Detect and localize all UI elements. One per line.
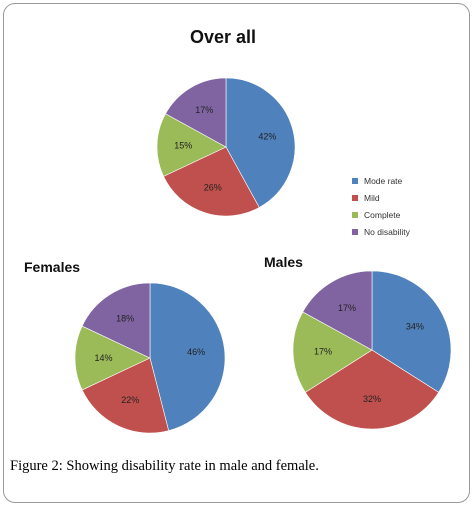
data-label-males-mild: 32% bbox=[363, 394, 381, 404]
pie-slice-males-complete bbox=[292, 311, 373, 393]
legend-label-mild: Mild bbox=[364, 192, 380, 203]
pie-slice-over-all-mild bbox=[163, 146, 260, 217]
data-label-over-all-no-disability: 17% bbox=[195, 105, 213, 115]
pie-slice-females-moderate bbox=[149, 282, 226, 432]
data-label-females-complete: 14% bbox=[94, 353, 112, 363]
data-label-females-no-disability: 18% bbox=[116, 314, 134, 324]
legend-item-complete: Complete bbox=[352, 206, 410, 223]
figure-caption: Figure 2: Showing disability rate in mal… bbox=[10, 458, 319, 475]
chart-title-females: Females bbox=[24, 259, 81, 275]
data-label-over-all-complete: 15% bbox=[174, 141, 192, 151]
legend-label-complete: Complete bbox=[364, 209, 401, 220]
legend-swatch-no-disability bbox=[352, 228, 358, 235]
pie-slice-females-complete bbox=[74, 325, 151, 391]
figure-caption-label: Figure 2 bbox=[10, 458, 59, 474]
figure-caption-text: : Showing disability rate in male and fe… bbox=[58, 458, 319, 474]
legend-swatch-complete bbox=[352, 211, 358, 218]
chart-title-overall: Over all bbox=[190, 27, 257, 47]
pie-chart-males: 34% 32% 17% 17% bbox=[292, 270, 452, 430]
pie-slice-over-all-complete bbox=[156, 113, 227, 177]
pie-slice-females-no-disability bbox=[81, 282, 151, 359]
pie-slice-females-mild bbox=[81, 357, 170, 434]
legend-swatch-mild bbox=[352, 194, 358, 201]
pie-slice-males-mild bbox=[304, 349, 440, 430]
legend-swatch-moderate bbox=[352, 177, 358, 184]
pie-slice-males-no-disability bbox=[302, 270, 373, 351]
legend-item-moderate: Mode rate bbox=[352, 172, 410, 189]
pie-chart-females: 46% 22% 14% 18% bbox=[74, 282, 226, 434]
data-label-over-all-moderate: 42% bbox=[258, 131, 276, 141]
data-label-females-moderate: 46% bbox=[187, 347, 205, 357]
pie-slice-males-moderate bbox=[371, 270, 452, 393]
chart-title-males: Males bbox=[264, 254, 303, 270]
legend-label-no-disability: No disability bbox=[364, 226, 410, 237]
data-label-over-all-mild: 26% bbox=[204, 183, 222, 193]
pie-slice-over-all-moderate bbox=[225, 77, 296, 208]
legend-item-mild: Mild bbox=[352, 189, 410, 206]
data-label-males-complete: 17% bbox=[314, 347, 332, 357]
data-label-males-moderate: 34% bbox=[406, 321, 424, 331]
legend: Mode rate Mild Complete No disability bbox=[352, 172, 410, 240]
pie-slice-over-all-no-disability bbox=[165, 77, 227, 148]
data-label-females-mild: 22% bbox=[121, 395, 139, 405]
pie-chart-overall: 42% 26% 15% 17% bbox=[156, 77, 296, 217]
legend-item-no-disability: No disability bbox=[352, 223, 410, 240]
legend-label-moderate: Mode rate bbox=[364, 175, 403, 186]
data-label-males-no-disability: 17% bbox=[338, 303, 356, 313]
